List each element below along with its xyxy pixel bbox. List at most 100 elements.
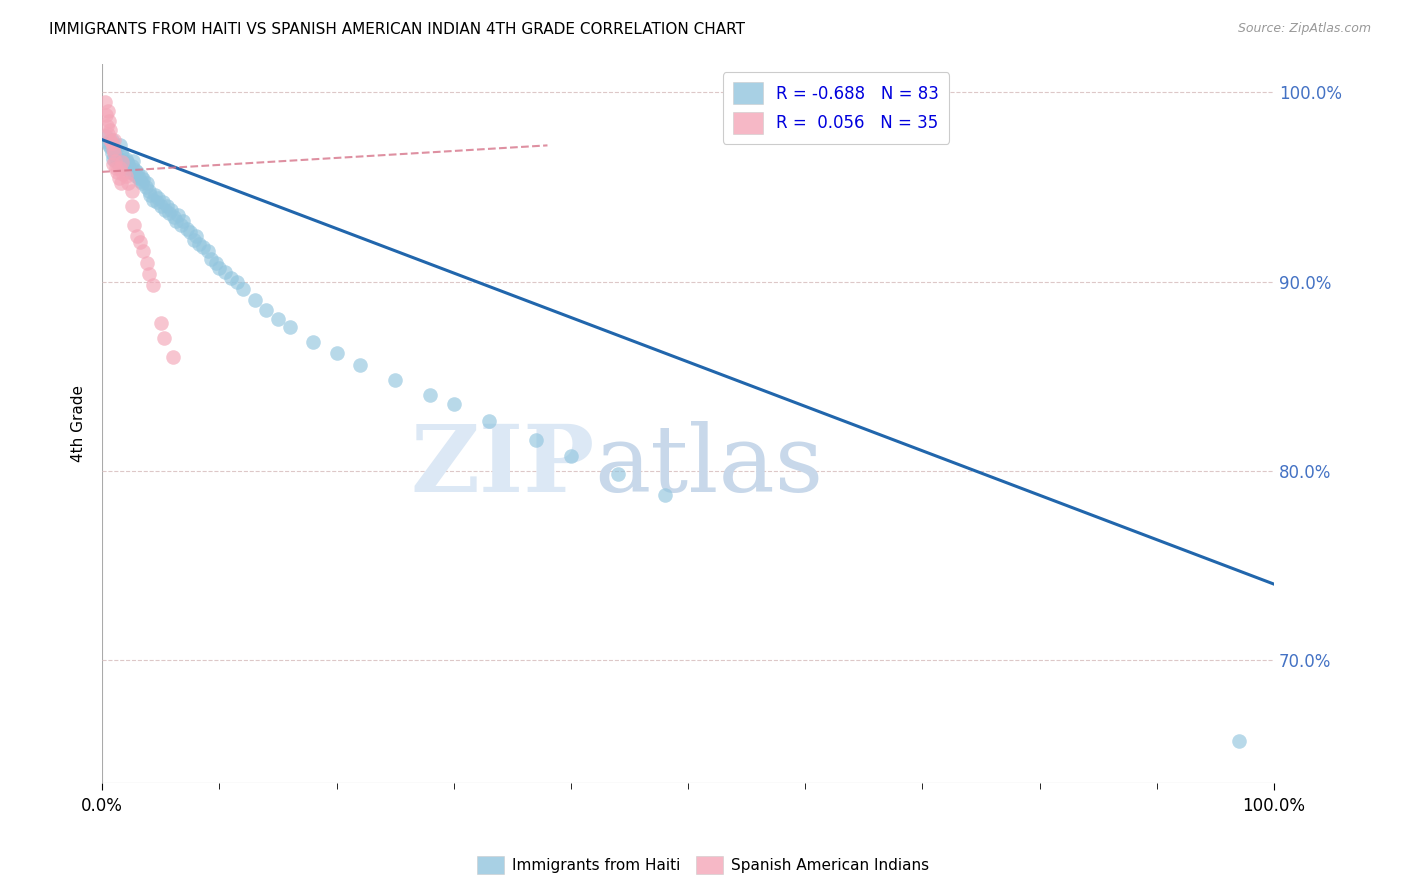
Point [122,218,145,232]
Text: Source: ZipAtlas.com: Source: ZipAtlas.com [1237,22,1371,36]
Point [112,167,135,181]
Point [183,233,205,247]
Point [146,195,169,210]
Point [114,169,136,183]
Point [132,172,155,186]
Point [114,152,136,166]
Point [100,140,122,154]
Text: ZIP: ZIP [411,422,595,511]
Point [149,199,172,213]
Point [349,358,371,372]
Point [188,236,211,251]
Point [176,221,198,235]
Point [208,261,231,276]
Point [128,174,150,188]
Point [108,138,131,153]
Point [107,155,129,169]
Point [121,184,143,198]
Point [197,244,219,259]
Point [108,161,131,175]
Point [160,202,183,217]
Point [98,113,121,128]
Point [110,176,132,190]
Point [100,136,122,151]
Point [156,199,179,213]
Point [205,255,228,269]
Point [214,265,236,279]
Point [155,202,177,217]
Point [121,159,143,173]
Point [96,120,118,134]
Legend: Immigrants from Haiti, Spanish American Indians: Immigrants from Haiti, Spanish American … [471,850,935,880]
Point [97,127,120,141]
Point [103,142,125,156]
Point [606,467,628,482]
Point [478,415,501,429]
Point [524,434,547,448]
Point [107,170,129,185]
Point [153,331,176,345]
Point [104,145,127,160]
Point [120,165,142,179]
Point [165,214,187,228]
Point [100,133,122,147]
Point [135,176,157,190]
Point [98,138,121,153]
Point [131,176,153,190]
Point [278,320,301,334]
Point [127,229,149,244]
Point [162,350,184,364]
Point [104,153,127,168]
Point [94,128,117,143]
Point [243,293,266,308]
Point [191,240,214,254]
Point [135,255,157,269]
Point [143,187,166,202]
Point [107,152,129,166]
Point [148,191,170,205]
Point [267,312,290,326]
Point [128,170,150,185]
Point [560,449,582,463]
Point [93,95,115,109]
Point [107,165,129,179]
Point [163,211,186,225]
Point [200,252,222,266]
Point [132,244,155,259]
Point [100,133,122,147]
Point [129,169,152,183]
Point [115,155,138,169]
Point [114,161,136,175]
Point [125,169,148,183]
Point [110,145,132,160]
Point [121,199,143,213]
Point [103,145,125,160]
Point [103,133,125,147]
Point [302,334,325,349]
Point [100,123,122,137]
Point [419,388,441,402]
Point [100,145,122,160]
Point [112,157,135,171]
Point [117,157,139,171]
Point [157,206,180,220]
Point [124,163,146,178]
Point [101,142,124,156]
Point [111,148,134,162]
Point [142,278,165,293]
Y-axis label: 4th Grade: 4th Grade [72,384,86,462]
Point [384,373,406,387]
Point [179,226,201,240]
Point [184,229,207,244]
Point [111,155,134,169]
Point [152,195,174,210]
Point [105,150,128,164]
Point [654,488,676,502]
Text: IMMIGRANTS FROM HAITI VS SPANISH AMERICAN INDIAN 4TH GRADE CORRELATION CHART: IMMIGRANTS FROM HAITI VS SPANISH AMERICA… [49,22,745,37]
Point [139,187,162,202]
Point [149,316,172,330]
Point [325,346,347,360]
Point [167,208,190,222]
Point [254,302,277,317]
Point [219,270,242,285]
